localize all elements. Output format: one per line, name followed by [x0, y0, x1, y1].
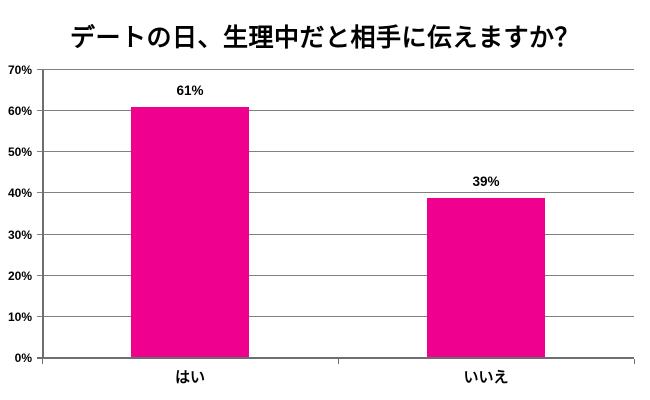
gridline-10	[37, 315, 634, 317]
gridline-50	[37, 151, 634, 153]
x-axis-tick-1	[338, 359, 339, 364]
data-label-はい: 61%	[176, 83, 204, 98]
data-label-いいえ: 39%	[472, 174, 500, 189]
gridline-20	[37, 274, 634, 276]
gridline-30	[37, 233, 634, 235]
bar-はい	[131, 107, 249, 357]
y-tick-label-40: 40%	[7, 186, 32, 201]
category-label-いいえ: いいえ	[463, 369, 509, 386]
gridline-60	[37, 110, 634, 112]
y-tick-label-50: 50%	[7, 145, 32, 160]
x-axis-tick-0	[42, 359, 43, 364]
y-tick-label-0: 0%	[14, 351, 32, 365]
y-tick-label-20: 20%	[7, 268, 32, 283]
bar-いいえ	[427, 198, 545, 357]
y-tick-label-10: 10%	[7, 309, 32, 324]
gridline-40	[37, 192, 634, 194]
y-tick-label-30: 30%	[7, 227, 32, 242]
x-axis-line	[37, 357, 634, 359]
chart-title: デートの日、生理中だと相手に伝えますか？	[69, 24, 580, 52]
x-axis-tick-2	[634, 359, 635, 364]
y-tick-label-70: 70%	[7, 63, 32, 77]
y-tick-label-60: 60%	[7, 104, 32, 119]
y-axis-line	[42, 70, 44, 359]
category-label-はい: はい	[174, 369, 205, 386]
gridline-70	[37, 69, 634, 70]
